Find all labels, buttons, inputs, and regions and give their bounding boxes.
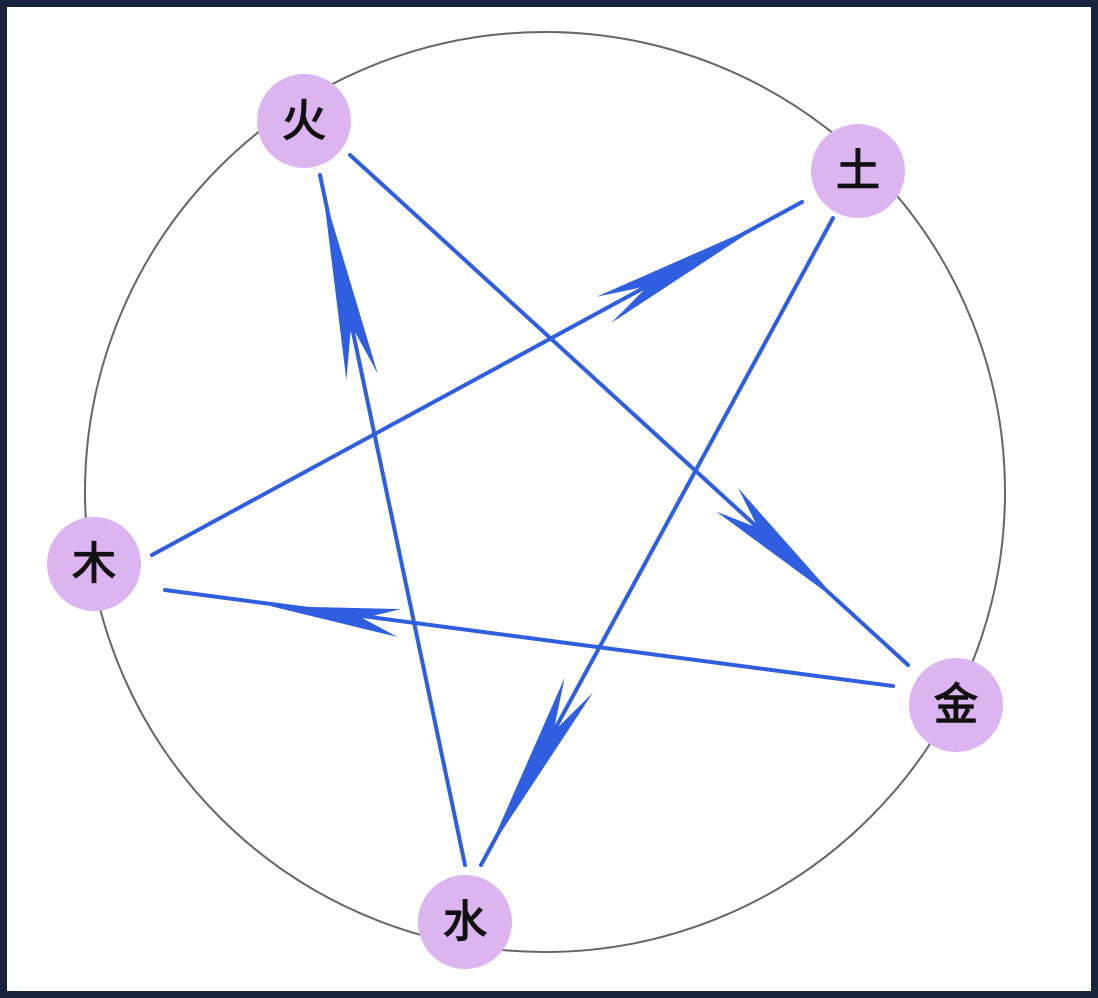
node-earth-circle	[811, 124, 905, 218]
node-earth: 土	[811, 124, 905, 218]
edges-layer	[150, 153, 910, 867]
arrowhead-water-fire	[323, 191, 378, 381]
node-wood-label: 木	[72, 539, 116, 590]
outer-circle	[84, 31, 1006, 953]
node-fire-label: 火	[282, 96, 326, 147]
node-water-circle	[418, 875, 512, 969]
node-earth-label: 土	[836, 146, 880, 197]
node-metal-label: 金	[933, 680, 979, 731]
edge-metal-wood	[163, 588, 895, 688]
arrowhead-metal-wood	[270, 606, 401, 637]
arrowhead-fire-metal	[716, 488, 838, 601]
arrowhead-earth-water	[488, 677, 593, 852]
arrowhead-wood-earth	[596, 224, 762, 324]
node-wood-circle	[47, 517, 141, 611]
node-metal-circle	[909, 658, 1003, 752]
node-wood: 木	[47, 517, 141, 611]
nodes-layer: 火 土 木 金 水	[47, 74, 1003, 969]
node-water-label: 水	[443, 897, 488, 948]
node-water: 水	[418, 875, 512, 969]
node-fire-circle	[257, 74, 351, 168]
node-fire: 火	[257, 74, 351, 168]
node-metal: 金	[909, 658, 1003, 752]
